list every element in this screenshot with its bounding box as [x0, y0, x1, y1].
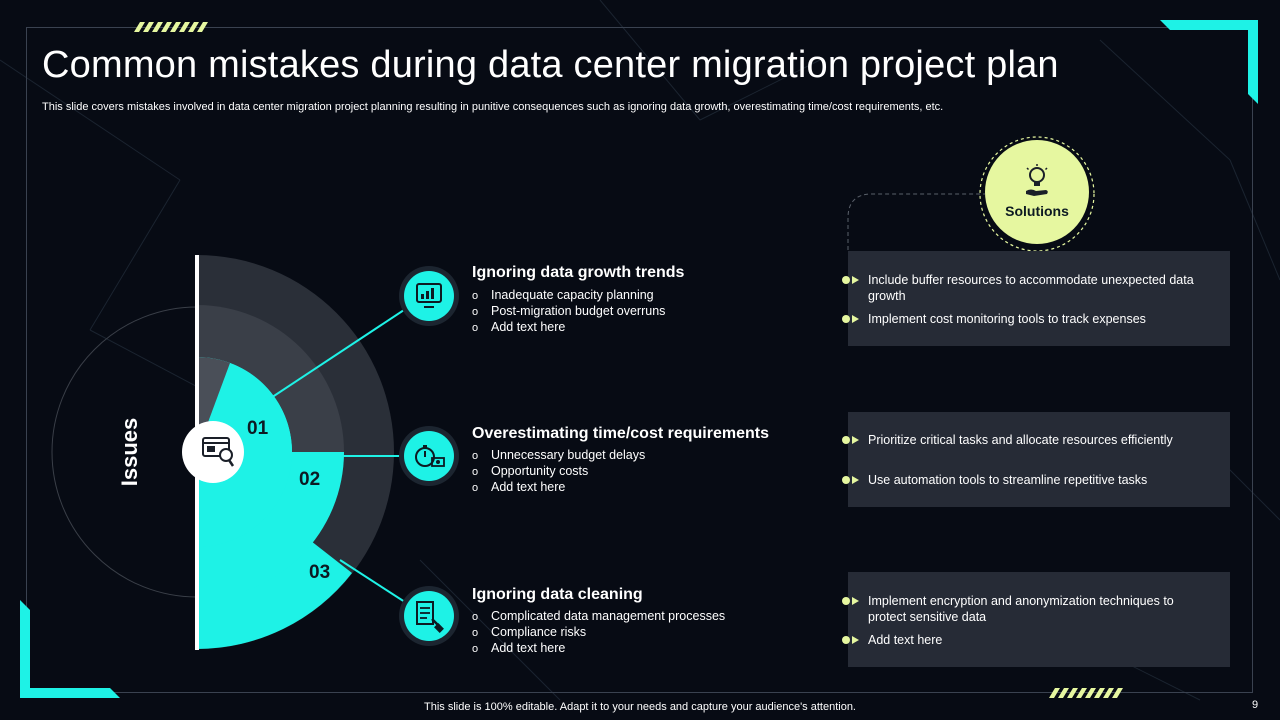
solution-box-1: Include buffer resources to accommodate …	[842, 251, 1230, 346]
stopwatch-money-icon	[399, 426, 459, 486]
lightbulb-hand-icon	[1026, 164, 1048, 196]
connector-03	[339, 559, 409, 605]
bullet-icon	[842, 476, 859, 484]
bullet-icon	[842, 636, 859, 644]
document-cleaning-icon	[399, 586, 459, 646]
list-item: o Compliance risks	[472, 625, 587, 639]
bullet-icon	[842, 436, 859, 444]
number-02: 02	[299, 469, 321, 490]
list-item: o Add text here	[472, 641, 566, 655]
list-item: o Add text here	[472, 320, 566, 334]
list-item: o Complicated data management processes	[472, 609, 726, 623]
solution-box-3: Implement encryption and anonymization t…	[842, 572, 1230, 667]
issue-points-3: o Complicated data management processes o…	[472, 608, 725, 656]
bullet-icon	[842, 276, 859, 284]
solutions-label: Solutions	[1005, 203, 1069, 219]
page-title: Common mistakes during data center migra…	[42, 44, 1059, 86]
footer-note: This slide is 100% editable. Adapt it to…	[424, 701, 856, 713]
list-item: o Post-migration budget overruns	[472, 304, 666, 318]
issue-title-3: Ignoring data cleaning	[472, 586, 643, 603]
monitor-search-icon	[202, 437, 235, 467]
list-item: o Inadequate capacity planning	[472, 288, 654, 302]
issue-points-2: o Unnecessary budget delays o Opportunity …	[472, 447, 645, 495]
list-item: o Add text here	[472, 480, 566, 494]
solution-box-2: Prioritize critical tasks and allocate r…	[842, 412, 1230, 507]
bullet-icon	[842, 315, 859, 323]
number-01: 01	[247, 418, 269, 439]
connector-01	[229, 305, 411, 426]
slide-frame	[26, 27, 1253, 693]
page-subtitle: This slide covers mistakes involved in d…	[42, 101, 944, 113]
list-item: o Opportunity costs	[472, 464, 589, 478]
list-item: o Unnecessary budget delays	[472, 448, 646, 462]
segment-01	[197, 363, 292, 547]
number-03: 03	[309, 562, 331, 583]
issue-points-1: o Inadequate capacity planning o Post-migr…	[472, 287, 665, 335]
page-number: 9	[1252, 699, 1259, 711]
issue-title-1: Ignoring data growth trends	[472, 264, 685, 281]
chart-monitor-icon	[399, 266, 459, 326]
issue-title-2: Overestimating time/cost requirements	[472, 425, 769, 442]
bullet-icon	[842, 597, 859, 605]
